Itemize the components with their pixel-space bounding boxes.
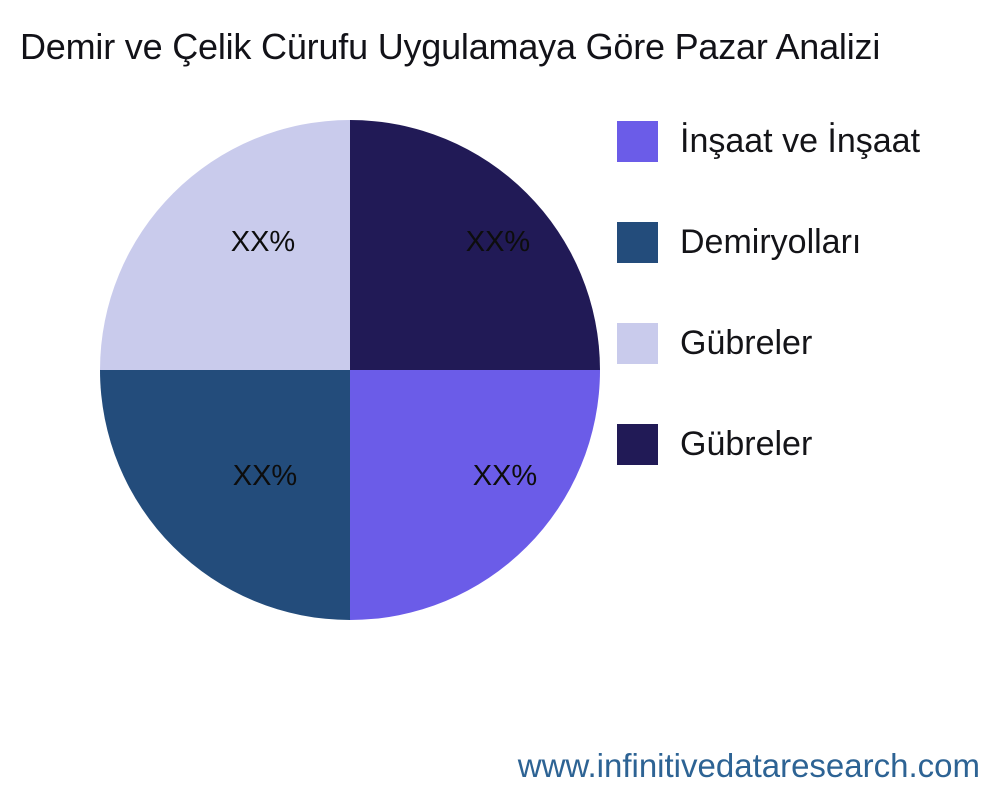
legend-label-4: Gübreler [680,425,813,463]
pie-slice-4 [350,120,600,370]
chart-area: XX% XX% XX% XX% [100,120,600,620]
pie-slice-3 [100,120,350,370]
pie-slice-2 [100,370,350,620]
pie-chart: XX% XX% XX% XX% [100,120,600,620]
legend: İnşaat ve İnşaat Demiryolları Gübreler Gübr… [617,121,920,465]
pie-slice-1 [350,370,600,620]
pie-slice-label-4: XX% [466,226,530,258]
pie-slice-label-3: XX% [231,226,295,258]
legend-item-2: Demiryolları [617,222,920,263]
page-title: Demir ve Çelik Cürufu Uygulamaya Göre Pa… [20,26,881,67]
legend-item-4: Gübreler [617,424,920,465]
legend-item-1: İnşaat ve İnşaat [617,121,920,162]
legend-label-2: Demiryolları [680,223,862,261]
website-link[interactable]: www.infinitivedataresearch.com [517,747,980,784]
pie-slice-label-2: XX% [233,460,297,492]
legend-swatch-1 [617,121,658,162]
legend-label-1: İnşaat ve İnşaat [680,122,921,160]
legend-label-3: Gübreler [680,324,813,362]
legend-swatch-4 [617,424,658,465]
legend-swatch-3 [617,323,658,364]
legend-swatch-2 [617,222,658,263]
pie-slice-label-1: XX% [473,460,537,492]
legend-item-3: Gübreler [617,323,920,364]
